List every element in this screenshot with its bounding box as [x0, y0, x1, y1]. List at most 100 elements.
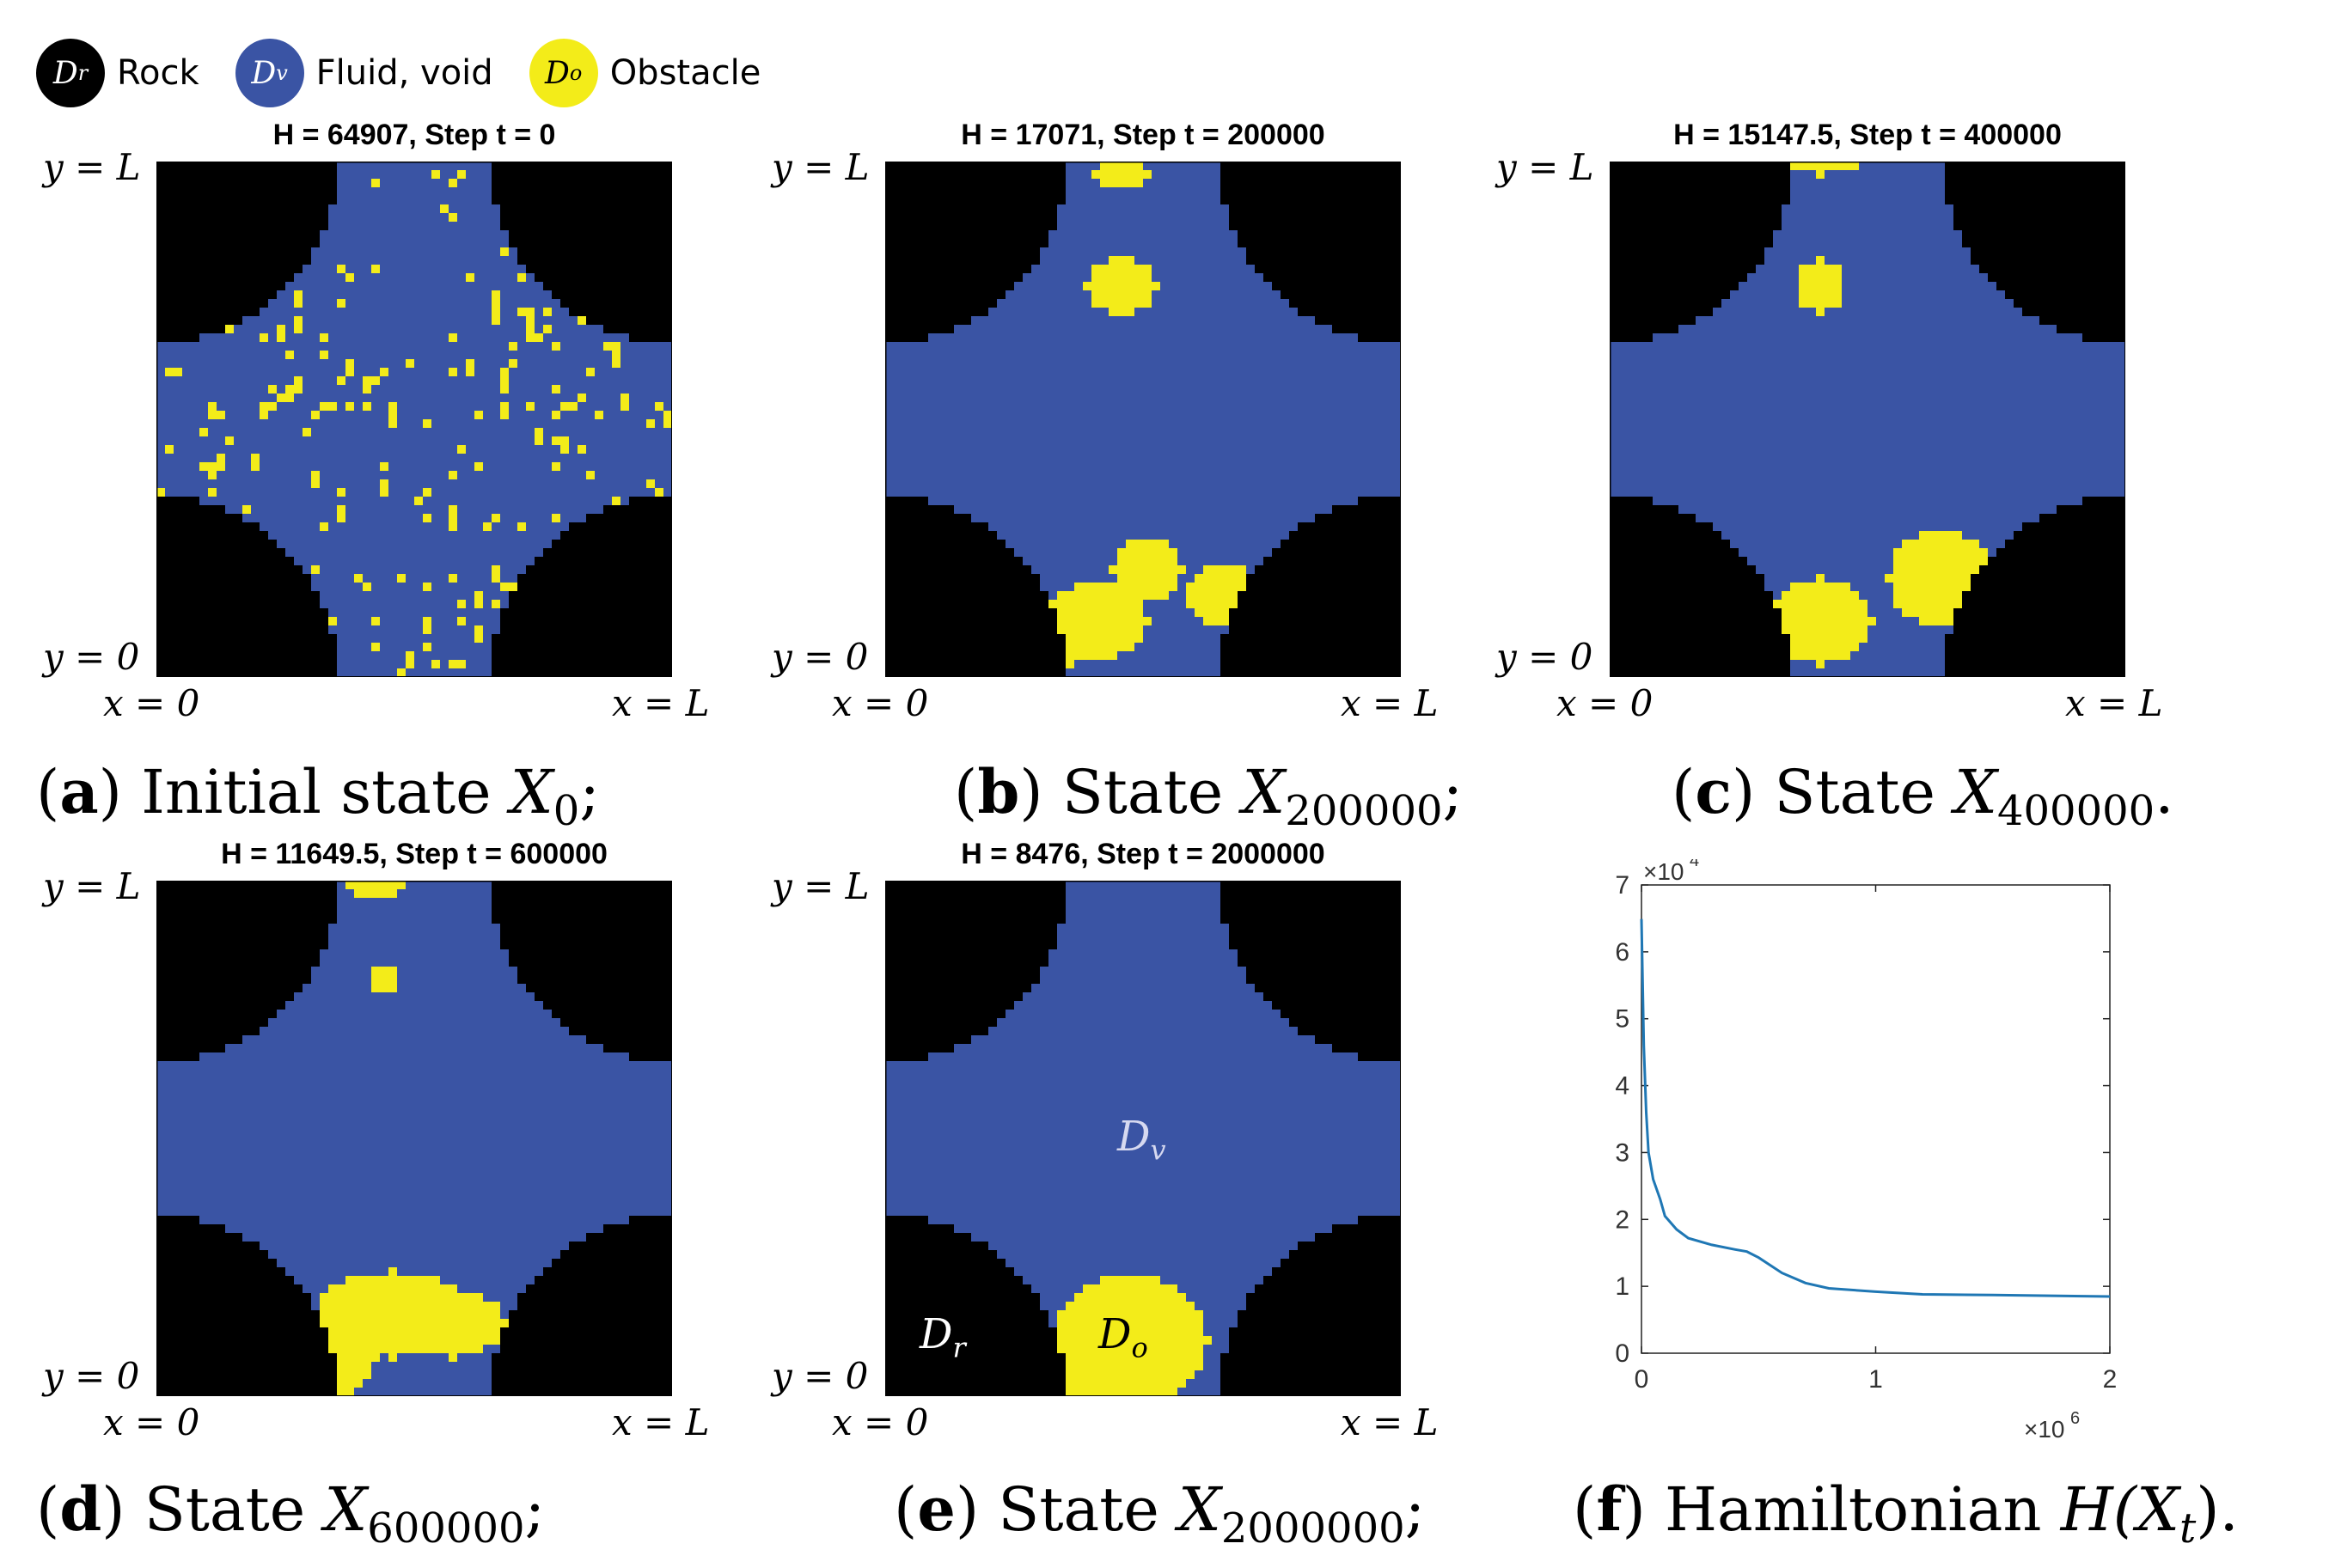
rock-cell [1281, 265, 1290, 274]
rock-cell [1721, 574, 1731, 583]
rock-cell [603, 196, 613, 205]
rock-cell [2005, 179, 2014, 188]
rock-cell [1996, 565, 2006, 575]
rock-cell [1739, 187, 1748, 197]
rock-cell [1384, 230, 1393, 240]
rock-cell [945, 531, 955, 540]
rock-cell [328, 162, 338, 171]
rock-cell [242, 906, 252, 916]
obstacle-cell [397, 668, 407, 677]
rock-cell [885, 660, 895, 669]
rock-cell [1315, 222, 1324, 231]
rock-cell [1375, 256, 1385, 265]
rock-cell [2022, 608, 2032, 618]
obstacle-cell [1074, 625, 1084, 635]
rock-cell [1366, 290, 1376, 300]
obstacle-cell [1807, 162, 1817, 171]
rock-cell [1315, 643, 1324, 652]
rock-cell [1298, 213, 1307, 223]
rock-cell [560, 608, 570, 618]
rock-cell [1653, 651, 1662, 661]
obstacle-cell [1816, 162, 1825, 171]
rock-cell [1730, 196, 1739, 205]
rock-cell [285, 179, 295, 188]
rock-cell [1644, 514, 1654, 523]
rock-cell [260, 540, 269, 549]
rock-cell [663, 282, 672, 291]
rock-cell [2100, 514, 2109, 523]
rock-cell [885, 668, 895, 677]
rock-cell [2057, 617, 2066, 626]
rock-cell [902, 497, 912, 506]
rock-cell [629, 290, 639, 300]
rock-cell [980, 273, 989, 283]
rock-cell [1687, 651, 1696, 661]
rock-cell [2014, 591, 2023, 601]
rock-cell [1653, 162, 1662, 171]
rock-cell [1006, 265, 1015, 274]
rock-cell [1332, 531, 1342, 540]
rock-cell [1332, 574, 1342, 583]
rock-cell [199, 273, 209, 283]
rock-cell [1048, 179, 1058, 188]
rock-cell [251, 574, 260, 583]
rock-cell [294, 222, 303, 231]
rock-cell [182, 505, 192, 515]
rock-cell [509, 204, 518, 214]
obstacle-cell [1790, 643, 1800, 652]
rock-cell [1971, 256, 1980, 265]
rock-cell [1006, 634, 1015, 644]
rock-cell [242, 540, 252, 549]
obstacle-cell [423, 583, 432, 592]
rock-cell [885, 634, 895, 644]
rock-cell [234, 583, 243, 592]
rock-cell [1272, 668, 1281, 677]
rock-cell [2048, 660, 2057, 669]
rock-cell [980, 531, 989, 540]
rock-cell [225, 531, 235, 540]
rock-cell [1687, 625, 1696, 635]
rock-cell [928, 196, 938, 205]
rock-cell [277, 660, 286, 669]
rock-cell [251, 557, 260, 566]
rock-cell [1635, 196, 1645, 205]
rock-cell [199, 282, 209, 291]
rock-cell [2022, 230, 2032, 240]
rock-cell [311, 213, 321, 223]
rock-cell [2039, 625, 2049, 635]
rock-cell [208, 213, 217, 223]
rock-cell [997, 273, 1006, 283]
rock-cell [2082, 634, 2092, 644]
rock-cell [646, 325, 656, 334]
rock-cell [902, 265, 912, 274]
rock-cell [2082, 316, 2092, 326]
rock-cell [1341, 170, 1350, 180]
rock-cell [2031, 565, 2040, 575]
rock-cell [311, 196, 321, 205]
rock-cell [2057, 600, 2066, 609]
rock-cell [526, 213, 535, 223]
rock-cell [251, 170, 260, 180]
obstacle-cell [1057, 608, 1067, 618]
rock-cell [620, 325, 630, 334]
rock-cell [963, 643, 972, 652]
rock-cell [1764, 239, 1774, 248]
rock-cell [1031, 170, 1041, 180]
rock-cell [1031, 574, 1041, 583]
rock-cell [2005, 634, 2014, 644]
rock-cell [156, 608, 166, 618]
rock-cell [1358, 660, 1367, 669]
rock-cell [1721, 247, 1731, 257]
rock-cell [1653, 308, 1662, 317]
rock-cell [2065, 600, 2075, 609]
rock-cell [1696, 557, 1705, 566]
rock-cell [646, 179, 656, 188]
rock-cell [629, 889, 639, 899]
rock-cell [560, 889, 570, 899]
obstacle-cell [595, 411, 604, 420]
rock-cell [543, 625, 553, 635]
obstacle-cell [1902, 600, 1911, 609]
rock-cell [1298, 531, 1307, 540]
